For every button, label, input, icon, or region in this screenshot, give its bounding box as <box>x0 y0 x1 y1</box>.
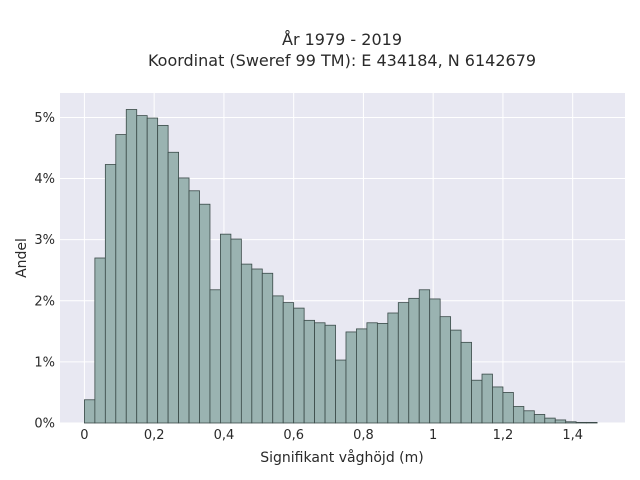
histogram-bar <box>418 289 431 424</box>
histogram-bar <box>387 312 399 424</box>
chart-subtitle: Koordinat (Sweref 99 TM): E 434184, N 61… <box>148 51 536 70</box>
x-tick-label: 0,2 <box>144 428 165 443</box>
histogram-bar <box>335 359 347 424</box>
histogram-bar <box>397 302 410 424</box>
histogram-bar <box>512 406 525 424</box>
histogram-bar <box>272 295 284 424</box>
histogram-bar <box>188 190 200 424</box>
histogram-bar <box>115 134 127 424</box>
bars <box>84 109 598 424</box>
x-tick-label: 0,6 <box>283 428 304 443</box>
histogram-bar <box>450 329 462 424</box>
histogram-bar <box>240 263 253 424</box>
histogram-bar <box>293 307 305 424</box>
y-tick-label: 4% <box>34 172 55 187</box>
histogram-bar <box>314 322 326 424</box>
y-tick-label: 2% <box>34 294 55 309</box>
histogram-bar <box>104 164 117 424</box>
histogram-bar <box>481 373 493 424</box>
y-tick-label: 5% <box>34 111 55 126</box>
histogram-bar <box>199 203 211 424</box>
histogram-bar <box>554 419 567 424</box>
histogram-bar <box>492 386 504 424</box>
x-tick-label: 0,8 <box>353 428 374 443</box>
histogram-bar <box>502 392 514 424</box>
x-tick-label: 1,2 <box>493 428 514 443</box>
histogram-bar <box>220 233 232 424</box>
y-tick-label: 1% <box>34 355 55 370</box>
histogram-bar <box>366 322 378 424</box>
histogram-bar <box>586 421 598 424</box>
histogram-bar <box>230 238 242 424</box>
x-axis-label: Signifikant våghöjd (m) <box>260 449 423 466</box>
x-tick-label: 1,4 <box>562 428 583 443</box>
chart-title: År 1979 - 2019 <box>282 30 402 49</box>
y-tick-label: 0% <box>34 417 55 432</box>
histogram-bar <box>282 302 295 424</box>
y-tick-label: 3% <box>34 233 55 248</box>
histogram-bar <box>408 297 420 424</box>
histogram-bar <box>565 421 577 424</box>
histogram-bar <box>125 109 138 424</box>
x-tick-labels: 0 0,2 0,4 0,6 0,8 1 1,2 1,4 <box>80 428 583 443</box>
histogram-bar <box>544 417 556 424</box>
histogram-bar <box>324 324 336 424</box>
histogram-bar <box>94 257 106 424</box>
histogram-bar <box>303 319 315 424</box>
histogram-bar <box>575 421 588 424</box>
y-axis-label: Andel <box>14 238 30 278</box>
histogram-bar <box>84 399 96 424</box>
histogram-bar <box>460 341 472 424</box>
histogram-bar <box>345 331 357 424</box>
histogram-bar <box>523 410 535 424</box>
histogram-bar <box>261 272 274 424</box>
x-tick-label: 1 <box>429 428 437 443</box>
histogram-bar <box>157 124 169 424</box>
y-tick-labels: 0% 1% 2% 3% 4% 5% <box>34 111 55 432</box>
x-tick-label: 0,4 <box>214 428 235 443</box>
histogram-bar <box>376 322 389 424</box>
histogram-bar <box>471 379 483 424</box>
histogram-bar <box>178 177 190 424</box>
histogram-bar <box>439 316 452 424</box>
histogram-bar <box>136 115 148 424</box>
histogram-bar <box>356 328 368 424</box>
histogram-bar <box>251 268 263 424</box>
histogram-bar <box>209 289 221 424</box>
histogram-bar <box>146 117 159 424</box>
histogram-bar <box>533 414 546 424</box>
x-tick-label: 0 <box>80 428 88 443</box>
histogram-bar <box>429 298 441 424</box>
histogram-bar <box>167 151 179 424</box>
